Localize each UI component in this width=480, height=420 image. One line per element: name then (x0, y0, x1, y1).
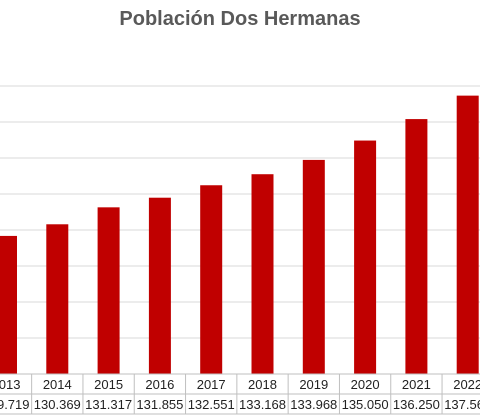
bar-2021 (405, 119, 428, 374)
year-label: 2017 (196, 377, 226, 392)
value-label: 133.968 (290, 397, 338, 412)
value-label: 136.250 (392, 397, 440, 412)
bar-2016 (148, 197, 171, 374)
bar-2022 (456, 95, 479, 375)
year-label: 2020 (350, 377, 380, 392)
value-label: 132.551 (187, 397, 235, 412)
year-label: 2019 (299, 377, 329, 392)
year-label: 2022 (453, 377, 480, 392)
value-label: 129.719 (0, 397, 30, 412)
value-label: 135.050 (341, 397, 389, 412)
bar-2015 (97, 207, 120, 374)
value-label: 133.168 (239, 397, 286, 412)
value-label: 131.317 (85, 397, 133, 412)
bar-2018 (251, 174, 274, 374)
year-label: 2018 (248, 377, 277, 392)
value-label: 137.561 (444, 397, 480, 412)
year-label: 2015 (94, 377, 124, 392)
bar-2014 (46, 224, 69, 374)
bar-2019 (302, 159, 325, 374)
year-label: 2014 (42, 377, 72, 392)
year-label: 2021 (401, 377, 431, 392)
bar-2013 (0, 235, 17, 374)
value-label: 131.855 (136, 397, 184, 412)
year-label: 2016 (145, 377, 175, 392)
bar-2017 (200, 185, 223, 374)
chart-title: Población Dos Hermanas (119, 8, 361, 30)
value-label: 130.369 (33, 397, 81, 412)
bar-2020 (354, 140, 377, 374)
